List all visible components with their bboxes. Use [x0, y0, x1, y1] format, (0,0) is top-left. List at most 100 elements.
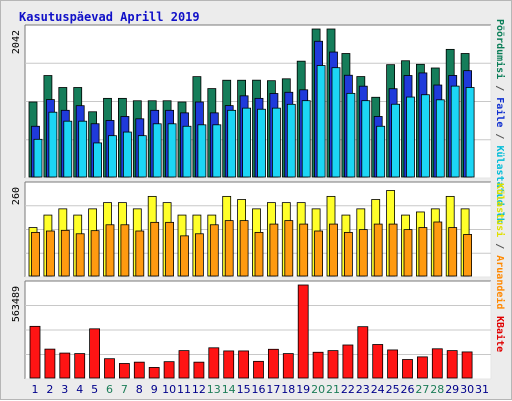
bar-sites-day-30	[463, 234, 473, 277]
x-tick-day-25: 25	[386, 383, 400, 396]
bar-sites-day-16	[254, 231, 264, 277]
legend-bottom: KBaite	[494, 316, 512, 376]
x-tick-day-2: 2	[46, 383, 53, 396]
x-tick-day-21: 21	[326, 383, 340, 396]
legend-item: Külastatud lk	[494, 145, 505, 224]
bar-pages-day-26	[406, 96, 415, 178]
bar-pages-day-23	[361, 100, 371, 178]
bar-sites-day-27	[418, 227, 428, 277]
bar-sites-day-2	[46, 230, 55, 277]
bar-pages-day-5	[93, 142, 102, 178]
bar-pages-day-22	[346, 92, 356, 178]
bar-pages-day-17	[271, 107, 281, 178]
x-tick-day-9: 9	[151, 383, 158, 396]
legend-separator: /	[494, 79, 505, 98]
bar-pages-day-11	[182, 125, 192, 178]
bar-pages-day-24	[376, 125, 386, 178]
bar-kbytes-day-30	[461, 351, 473, 379]
bar-sites-day-25	[388, 223, 398, 277]
bar-sites-day-8	[135, 230, 145, 277]
bar-kbytes-day-12	[193, 361, 205, 379]
bar-pages-day-15	[242, 107, 252, 178]
bar-sites-day-6	[105, 224, 115, 277]
bar-sites-day-22	[343, 231, 353, 277]
bar-pages-day-29	[450, 85, 460, 178]
legend-middle: Külastusi / Aruandeid	[494, 183, 512, 309]
bar-pages-day-30	[465, 87, 475, 178]
y-tick-kbytes: 563489	[11, 286, 22, 322]
bar-kbytes-day-4	[74, 353, 86, 379]
x-tick-day-28: 28	[430, 383, 444, 396]
bar-sites-day-14	[224, 220, 234, 277]
bar-pages-day-16	[257, 108, 266, 178]
legend-item: KBaite	[494, 316, 505, 353]
x-tick-day-3: 3	[61, 383, 68, 396]
y-tick-visits: 260	[11, 187, 22, 205]
bar-sites-day-9	[150, 221, 160, 277]
x-tick-day-14: 14	[222, 383, 236, 396]
bar-kbytes-day-17	[267, 348, 279, 379]
x-tick-day-20: 20	[311, 383, 325, 396]
bar-kbytes-day-19	[297, 284, 309, 379]
bar-sites-day-10	[165, 221, 175, 277]
bar-kbytes-day-28	[431, 348, 443, 379]
bar-kbytes-day-6	[104, 358, 115, 379]
x-tick-day-4: 4	[76, 383, 83, 396]
bar-sites-day-26	[403, 229, 413, 277]
x-tick-day-19: 19	[296, 383, 310, 396]
bar-kbytes-day-27	[416, 356, 428, 379]
bar-kbytes-day-11	[178, 350, 190, 379]
legend-separator: /	[494, 127, 505, 146]
x-tick-day-10: 10	[162, 383, 176, 396]
x-tick-day-27: 27	[415, 383, 429, 396]
bar-kbytes-day-20	[312, 351, 324, 379]
bar-sites-day-15	[239, 220, 249, 277]
x-tick-day-22: 22	[341, 383, 355, 396]
bar-sites-day-19	[299, 223, 309, 277]
bar-pages-day-2	[48, 111, 58, 178]
x-tick-day-17: 17	[266, 383, 280, 396]
bar-kbytes-day-2	[44, 348, 56, 379]
bar-sites-day-1	[31, 231, 40, 277]
bar-kbytes-day-8	[133, 361, 145, 379]
x-tick-day-24: 24	[371, 383, 385, 396]
bar-kbytes-day-15	[238, 350, 250, 379]
legend-top: Pöördumisi / Faile / Külastatud lk	[494, 19, 512, 224]
bar-pages-day-14	[227, 109, 237, 178]
x-tick-day-23: 23	[356, 383, 370, 396]
x-tick-day-31: 31	[475, 383, 489, 396]
bar-sites-day-18	[284, 220, 294, 277]
bar-pages-day-21	[331, 67, 341, 178]
x-tick-day-30: 30	[460, 383, 474, 396]
bar-sites-day-29	[448, 227, 458, 277]
bar-kbytes-day-10	[163, 361, 175, 379]
bar-pages-day-4	[78, 120, 88, 178]
bar-kbytes-day-26	[402, 359, 413, 379]
chart-title: Kasutuspäevad Aprill 2019	[19, 10, 200, 24]
bar-pages-day-9	[152, 123, 162, 178]
bar-kbytes-day-7	[119, 363, 130, 379]
x-tick-day-26: 26	[401, 383, 415, 396]
bar-pages-day-1	[33, 138, 43, 178]
bar-sites-day-13	[209, 224, 219, 277]
bar-sites-day-4	[75, 233, 85, 277]
legend-item: Aruandeid	[494, 255, 505, 310]
x-tick-day-1: 1	[32, 383, 39, 396]
bar-pages-day-10	[167, 123, 177, 178]
bar-sites-day-20	[314, 230, 324, 277]
x-tick-day-29: 29	[445, 383, 459, 396]
bar-sites-day-11	[180, 235, 189, 277]
legend-separator: /	[494, 237, 505, 256]
bar-kbytes-day-25	[387, 349, 399, 379]
bar-pages-day-28	[435, 99, 445, 178]
bar-sites-day-12	[194, 233, 204, 277]
bar-pages-day-25	[391, 103, 401, 178]
bar-sites-day-24	[373, 223, 383, 277]
bar-sites-day-23	[358, 229, 368, 277]
bar-kbytes-day-13	[208, 347, 220, 379]
x-tick-day-11: 11	[177, 383, 191, 396]
bar-kbytes-day-23	[357, 326, 369, 379]
bar-sites-day-7	[120, 224, 130, 277]
